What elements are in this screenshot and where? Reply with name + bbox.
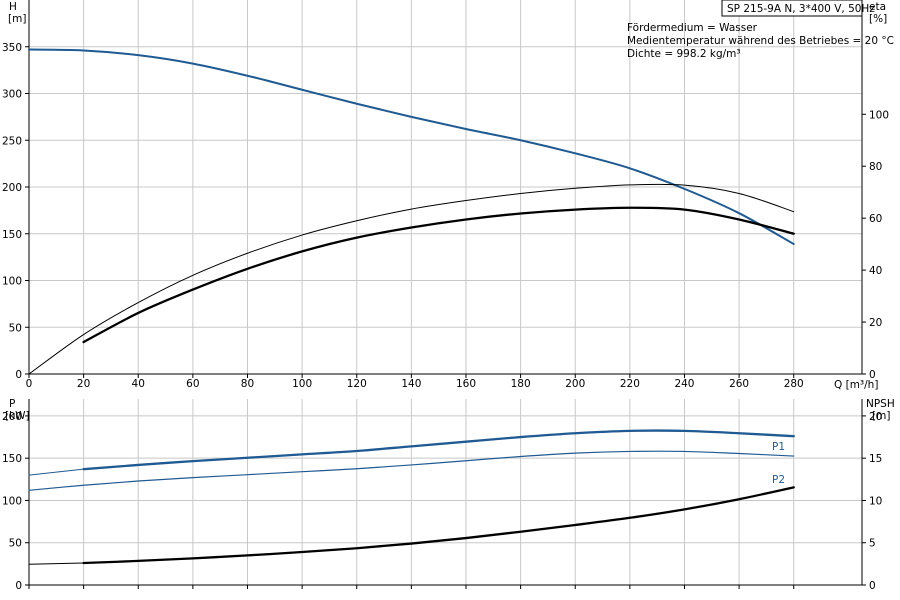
x-tick-label: 260 bbox=[729, 378, 749, 390]
h-unit-label: [m] bbox=[8, 13, 26, 25]
npsh-curve bbox=[82, 486, 795, 565]
x-tick-label: 280 bbox=[784, 378, 804, 390]
x-tick-label: 120 bbox=[347, 378, 367, 390]
x-tick-label: 200 bbox=[565, 378, 585, 390]
left-tick-label: 150 bbox=[2, 453, 22, 465]
left-tick-label: 350 bbox=[2, 42, 22, 54]
right-tick-label: 5 bbox=[869, 538, 876, 550]
left-tick-label: 100 bbox=[2, 495, 22, 507]
q-axis-label: Q [m³/h] bbox=[834, 379, 878, 391]
eta-thin-curve bbox=[28, 183, 795, 375]
chart-title: SP 215-9A N, 3*400 V, 50Hz bbox=[727, 3, 875, 15]
right-tick-label: 80 bbox=[869, 161, 882, 173]
right-tick-label: 60 bbox=[869, 213, 882, 225]
eta-unit-label: [%] bbox=[869, 13, 887, 25]
bottom-axes bbox=[28, 399, 863, 586]
x-tick-label: 240 bbox=[674, 378, 694, 390]
p-axis-label: P bbox=[9, 398, 15, 410]
bottom-grid bbox=[29, 399, 862, 585]
x-tick-label: 140 bbox=[401, 378, 421, 390]
x-tick-label: 40 bbox=[132, 378, 145, 390]
info-temperature: Medientemperatur während des Betriebes =… bbox=[627, 35, 894, 47]
p2-curve bbox=[28, 450, 795, 491]
left-tick-label: 50 bbox=[9, 538, 22, 550]
eta-axis-label: eta bbox=[869, 1, 886, 13]
left-tick-label: 300 bbox=[2, 89, 22, 101]
info-medium: Fördermedium = Wasser bbox=[627, 22, 758, 34]
npsh-thin-curve bbox=[28, 562, 85, 565]
x-tick-label: 180 bbox=[511, 378, 531, 390]
top-grid bbox=[29, 0, 862, 374]
p2-series-label: P2 bbox=[772, 474, 785, 486]
left-tick-label: 0 bbox=[15, 369, 22, 381]
p1-series-label: P1 bbox=[772, 441, 785, 453]
left-tick-label: 200 bbox=[2, 411, 22, 423]
x-tick-label: 100 bbox=[292, 378, 312, 390]
x-tick-label: 20 bbox=[77, 378, 90, 390]
right-tick-label: 40 bbox=[869, 265, 882, 277]
left-tick-label: 0 bbox=[15, 580, 22, 592]
right-tick-label: 0 bbox=[869, 369, 876, 381]
bottom-ticks: 0 50 100 150 200 0 5 10 15 20 bbox=[2, 411, 882, 592]
right-tick-label: 0 bbox=[869, 580, 876, 592]
x-tick-label: 0 bbox=[26, 378, 33, 390]
info-box: SP 215-9A N, 3*400 V, 50Hz Fördermedium … bbox=[627, 0, 894, 60]
p1-thin-curve bbox=[28, 468, 85, 476]
left-tick-label: 50 bbox=[9, 322, 22, 334]
npsh-axis-label: NPSH bbox=[866, 398, 895, 410]
p-unit-label: [kW] bbox=[5, 410, 30, 422]
x-tick-label: 220 bbox=[620, 378, 640, 390]
left-tick-label: 200 bbox=[2, 182, 22, 194]
top-panel: 0 50 100 150 200 250 300 350 0 20 40 60 80 100 0 20 40 60… bbox=[2, 0, 894, 391]
title-box bbox=[721, 0, 863, 17]
left-tick-label: 150 bbox=[2, 229, 22, 241]
bottom-series bbox=[28, 429, 795, 565]
h-curve bbox=[28, 48, 795, 246]
left-tick-label: 100 bbox=[2, 276, 22, 288]
right-tick-label: 20 bbox=[869, 317, 882, 329]
h-axis-label: H bbox=[9, 1, 17, 13]
p1-curve bbox=[82, 429, 795, 471]
x-tick-label: 80 bbox=[241, 378, 254, 390]
x-tick-label: 160 bbox=[456, 378, 476, 390]
right-tick-label: 10 bbox=[869, 495, 882, 507]
top-series bbox=[28, 48, 795, 375]
right-tick-label: 15 bbox=[869, 453, 882, 465]
left-tick-label: 250 bbox=[2, 135, 22, 147]
x-tick-label: 60 bbox=[186, 378, 199, 390]
eta-thick-curve bbox=[82, 206, 795, 344]
right-tick-label: 20 bbox=[869, 411, 882, 423]
top-ticks: 0 50 100 150 200 250 300 350 0 20 40 60 80 100 0 20 40 60… bbox=[2, 42, 889, 390]
info-density: Dichte = 998.2 kg/m³ bbox=[627, 48, 741, 60]
npsh-unit-label: [m] bbox=[872, 410, 890, 422]
right-tick-label: 100 bbox=[869, 109, 889, 121]
